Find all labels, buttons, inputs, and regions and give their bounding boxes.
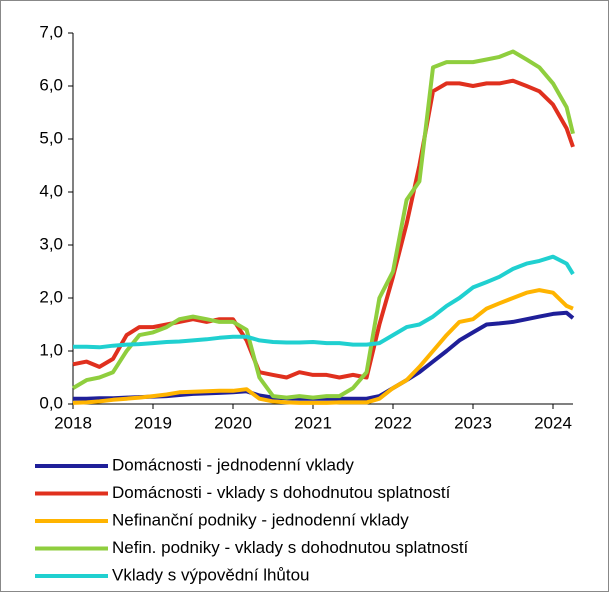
y-tick-label: 2,0: [39, 287, 63, 306]
x-tick-label: 2019: [134, 413, 172, 432]
x-tick-label: 2024: [534, 413, 572, 432]
series-line: [72, 78, 575, 380]
y-tick-label: 0,0: [39, 393, 63, 412]
y-tick-label: 1,0: [39, 340, 63, 359]
x-tick-label: 2018: [54, 413, 92, 432]
series-line: [73, 254, 575, 350]
series-line: [72, 288, 574, 405]
x-tick-label: 2020: [214, 413, 252, 432]
series-line: [71, 49, 575, 400]
legend-label: Nefinanční podniky - jednodenní vklady: [112, 510, 409, 529]
y-tick-label: 6,0: [39, 75, 63, 94]
x-tick-label: 2021: [294, 413, 332, 432]
x-tick-label: 2023: [454, 413, 492, 432]
legend-label: Vklady s výpovědní lhůtou: [112, 565, 310, 584]
y-tick-label: 4,0: [39, 181, 63, 200]
y-tick-label: 5,0: [39, 128, 63, 147]
y-tick-label: 3,0: [39, 234, 63, 253]
x-tick-label: 2022: [374, 413, 412, 432]
y-tick-label: 7,0: [39, 22, 63, 41]
legend-label: Domácnosti - vklady s dohodnutou splatno…: [112, 483, 451, 502]
legend-label: Nefin. podniky - vklady s dohodnutou spl…: [112, 538, 469, 557]
legend-label: Domácnosti - jednodenní vklady: [112, 455, 354, 474]
